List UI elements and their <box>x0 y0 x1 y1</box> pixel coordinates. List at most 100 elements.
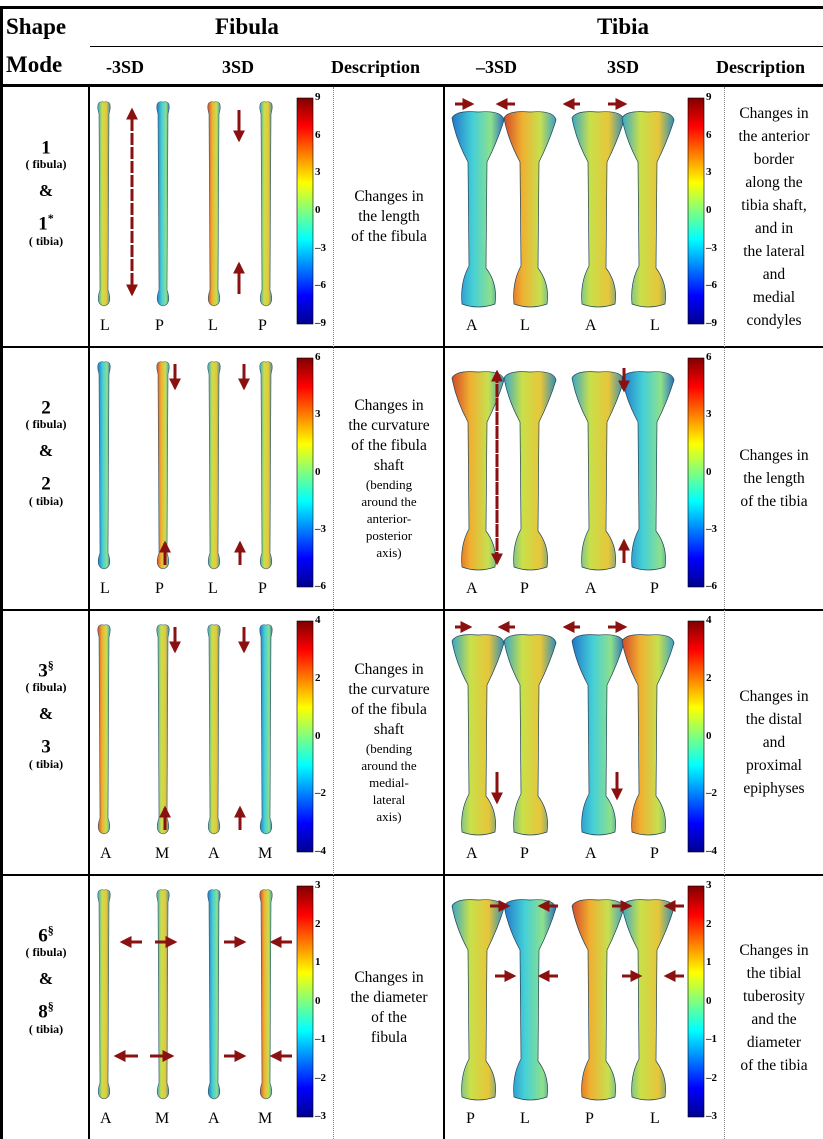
fibula-model-1-2 <box>156 101 170 307</box>
tibia-description-line: proximal <box>746 757 802 774</box>
tibia-view-label: L <box>650 317 660 334</box>
fibula-view-label: M <box>258 1110 273 1127</box>
bone-models <box>97 101 675 1101</box>
tibia-view-label: A <box>466 845 478 862</box>
tibia-view-label: L <box>520 317 530 334</box>
tibia-description-3: Changes in the distal and proximal epiphyses <box>726 685 822 800</box>
tibia-mode-mark: * <box>47 211 54 226</box>
tibia-colorbar-tick: 2 <box>706 917 712 930</box>
fibula-mode-label: ( fibula) <box>25 417 67 432</box>
tibia-description-line: Changes in <box>739 447 809 464</box>
tibia-description-line: epiphyses <box>743 780 805 797</box>
tibia-description-header: Description <box>716 57 805 77</box>
tibia-description-line: and <box>762 734 786 751</box>
fibula-plus-3sd-header: 3SD <box>222 57 255 77</box>
fibula-mode-mark: § <box>47 658 54 672</box>
tibia-description-line: of the tibia <box>740 493 808 510</box>
fibula-description-note: axis) <box>376 809 402 824</box>
fibula-view-label: L <box>100 317 110 334</box>
tibia-view-label: P <box>466 1110 475 1127</box>
fibula-colorbar-tick: –4 <box>315 845 326 857</box>
tibia-colorbar-tick: –6 <box>706 279 717 292</box>
tibia-description-line: the tibial <box>746 964 802 982</box>
tibia-colorbar-tick: 0 <box>706 994 712 1007</box>
tibia-colorbar-tick: 3 <box>706 408 712 421</box>
fibula-colorbar-tick: 6 <box>315 351 321 363</box>
fibula-colorbar-tick: –3 <box>315 1110 326 1122</box>
tibia-model-1-3 <box>571 111 625 308</box>
fibula-colorbar-tick: 4 <box>315 614 321 626</box>
fibula-description-2: Changes in the curvature of the fibula shaf… <box>336 396 442 561</box>
tibia-description-line: Changes in <box>739 941 809 959</box>
fibula-description-line: shaft <box>373 721 405 738</box>
fibula-mode-value: 3 <box>38 660 48 682</box>
tibia-mode-label: ( tibia) <box>28 493 64 508</box>
tibia-description-line: of the tibia <box>740 1056 808 1074</box>
tibia-model-2-1 <box>451 371 505 571</box>
fibula-colorbar-tick: –3 <box>315 522 326 535</box>
tibia-colorbar-tick: 2 <box>706 671 712 684</box>
fibula-colorbar-tick: 2 <box>315 917 321 930</box>
tibia-mode-value: 1 <box>38 213 48 235</box>
tibia-view-label: P <box>585 1110 594 1127</box>
fibula-description-line: the curvature <box>348 417 430 434</box>
tibia-colorbar-tick: 6 <box>706 351 712 363</box>
tibia-model-2-4 <box>621 371 675 571</box>
fibula-view-label: M <box>155 1110 170 1127</box>
fibula-colorbar-tick: 9 <box>315 91 321 103</box>
fibula-model-3-1 <box>97 624 111 835</box>
fibula-mode-number: 3§ <box>4 656 88 680</box>
mode-column-divider <box>88 85 90 1139</box>
fibula-colorbar-tick: 0 <box>315 729 321 742</box>
fibula-view-label: L <box>208 317 218 334</box>
tibia-model-3-4 <box>621 634 675 836</box>
shape-mode-cell-1: 1( fibula) & 1*( tibia) <box>4 133 88 249</box>
fibula-colorbar-tick: 1 <box>315 956 321 968</box>
fibula-description-note: posterior <box>365 528 413 543</box>
tibia-mode-number: 3 <box>4 732 88 758</box>
fibula-description-line: of the fibula <box>351 228 427 245</box>
fibula-description-line: Changes in <box>354 661 424 678</box>
left-border <box>0 6 3 1139</box>
fibula-view-label: P <box>258 580 267 597</box>
fibula-description-line: Changes in <box>354 188 424 205</box>
fibula-colorbar-tick: –1 <box>315 1033 326 1045</box>
fibula-view-label: M <box>258 845 273 862</box>
tibia-description-line: diameter <box>746 1033 802 1051</box>
fibula-description-note: lateral <box>372 792 406 807</box>
row-divider-1 <box>0 346 823 348</box>
tibia-colorbar-tick: –6 <box>706 580 717 592</box>
tibia-description-line: tuberosity <box>743 987 805 1005</box>
tibia-description-line: and in <box>754 220 794 237</box>
fibula-view-label: L <box>100 580 110 597</box>
fibula-desc-dotted-divider <box>333 87 334 1139</box>
tibia-mode-value: 2 <box>41 473 51 495</box>
tibia-description-4: Changes in the tibial tuberosity and the dia… <box>726 939 822 1077</box>
fibula-mode-label: ( fibula) <box>25 157 67 172</box>
tibia-mode-number: 1* <box>4 209 88 233</box>
tibia-colorbar-tick: 1 <box>706 956 712 968</box>
fibula-view-label: A <box>208 1110 220 1127</box>
tibia-colorbar-2 <box>687 357 705 588</box>
tibia-description-line: tibia shaft, <box>741 197 807 214</box>
fibula-model-2-4 <box>259 361 273 570</box>
ampersand: & <box>38 969 54 989</box>
tibia-colorbar-tick: –3 <box>706 522 717 535</box>
deformation-arrows <box>113 98 684 1062</box>
tibia-view-label: P <box>520 845 529 862</box>
tibia-model-1-4 <box>621 111 675 308</box>
fibula-colorbar-tick: –3 <box>315 241 326 254</box>
tibia-mode-number: 8§ <box>4 997 88 1021</box>
fibula-description-line: of the fibula <box>351 437 427 454</box>
tibia-mode-value: 3 <box>41 736 51 758</box>
fibula-view-label: L <box>208 580 218 597</box>
fibula-description-line: the length <box>358 208 420 225</box>
shape-mode-cell-4: 6§( fibula) & 8§( tibia) <box>4 921 88 1037</box>
tibia-colorbar-tick: –1 <box>706 1033 717 1045</box>
tibia-model-2-2 <box>503 371 557 571</box>
tibia-description-line: condyles <box>746 312 802 329</box>
tibia-colorbar-tick: 0 <box>706 729 712 742</box>
fibula-colorbar-tick: 2 <box>315 671 321 684</box>
tibia-colorbar-tick: 3 <box>706 879 712 891</box>
tibia-description-line: the lateral <box>743 243 805 260</box>
